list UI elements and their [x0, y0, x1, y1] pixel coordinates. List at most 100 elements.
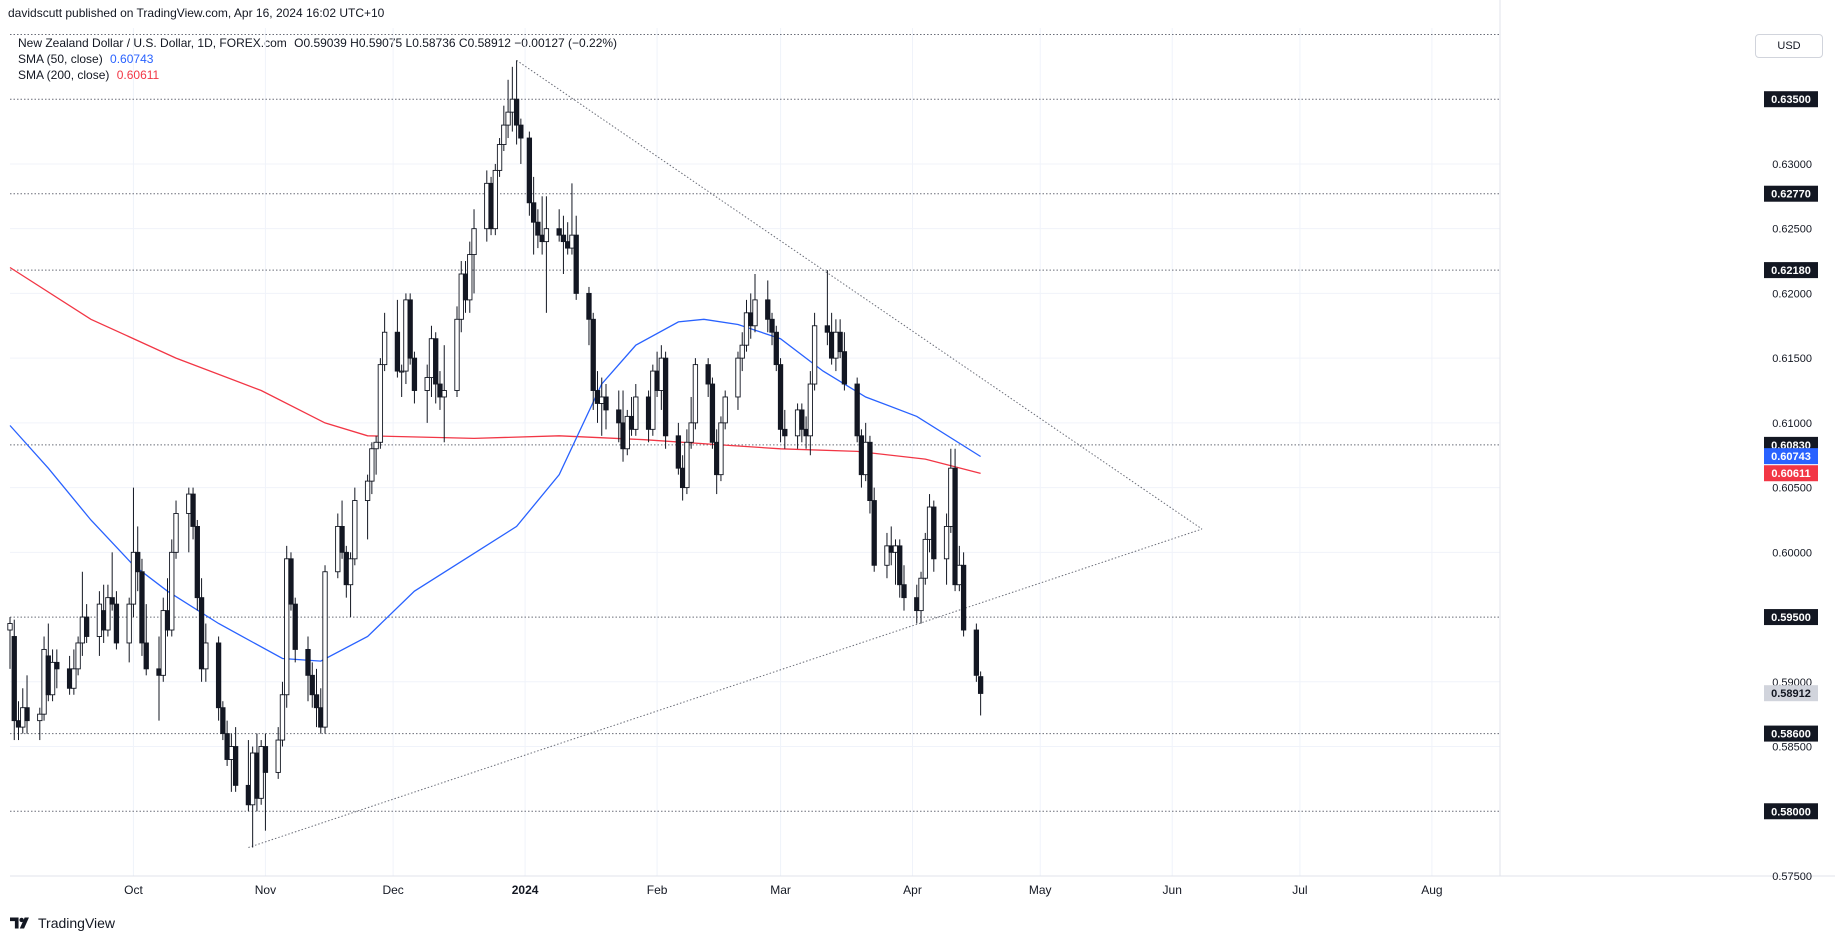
candle-body-up [884, 545, 890, 566]
candle [7, 617, 13, 669]
candle-body-up [722, 396, 728, 424]
candle [952, 448, 958, 592]
candle [662, 351, 669, 449]
candle [113, 591, 120, 650]
candle-body-down [156, 668, 162, 676]
candle-body-down [66, 668, 73, 689]
candle-body-up [807, 383, 813, 437]
candle [824, 270, 831, 346]
candle [765, 280, 771, 333]
candle-body-down [339, 525, 345, 553]
candle [54, 649, 60, 689]
candle-body-up [892, 545, 899, 553]
candle-body-down [705, 364, 711, 385]
candle [83, 604, 90, 643]
candle [160, 597, 166, 682]
candle-body-up [684, 441, 690, 489]
level-label: 0.63500 [1771, 94, 1811, 106]
moving-averages [9, 266, 981, 662]
candle [922, 532, 928, 585]
candle-body-down [54, 661, 60, 670]
candle-body-down [15, 720, 22, 728]
x-tick-label: May [1029, 883, 1052, 897]
candle-body-up [403, 299, 409, 372]
candle [437, 371, 443, 410]
currency-button[interactable]: USD [1755, 34, 1823, 58]
candle-body-up [471, 228, 477, 256]
x-tick-label: Mar [770, 883, 791, 897]
candle-body-up [377, 364, 384, 443]
candle-body-down [679, 467, 686, 489]
level-label-box [1764, 609, 1818, 626]
axes: 0.63000 0.62500 0.62000 0.61500 0.61000 0.605… [10, 0, 1835, 897]
candle-body-down [897, 545, 903, 586]
candle [143, 604, 149, 676]
y-tick-label: 0.62500 [1772, 224, 1812, 236]
x-tick-label: Jun [1163, 883, 1182, 897]
candle-body-up [335, 525, 341, 573]
sma200-value: 0.60611 [116, 68, 160, 82]
candle-body-down [254, 752, 260, 799]
candle [628, 396, 635, 436]
candle [705, 358, 711, 397]
candle [505, 79, 511, 139]
candle-body-down [215, 642, 222, 709]
candle [109, 552, 115, 611]
candle [373, 435, 379, 475]
price-label: 0.60611 [1771, 468, 1810, 480]
candle-body-up [599, 396, 605, 404]
candle-body-down [113, 603, 120, 644]
candle [126, 597, 132, 663]
candle-body-up [369, 448, 375, 482]
candle [777, 358, 784, 443]
candle-body-down [318, 707, 324, 728]
candle-body-down [309, 674, 315, 696]
candle-body-up [20, 707, 26, 728]
y-tick-label: 0.60000 [1772, 547, 1812, 559]
candle [688, 396, 694, 449]
candle [679, 455, 686, 501]
tradingview-logo[interactable]: TradingView [10, 913, 115, 933]
candle [960, 552, 967, 637]
y-tick-label: 0.61500 [1772, 353, 1812, 365]
candle [215, 636, 222, 721]
candle [245, 740, 252, 812]
candle-body-up [441, 390, 447, 398]
candle-body-down [262, 746, 269, 773]
candle [828, 312, 835, 365]
candle [841, 332, 848, 391]
candle [377, 358, 384, 449]
candle-body-up [509, 98, 515, 113]
candle-body-up [228, 746, 235, 760]
candle [164, 578, 171, 637]
candle-body-down [135, 551, 141, 573]
candle [403, 293, 409, 385]
candle-body-down [220, 707, 226, 735]
candle-body-up [275, 739, 281, 773]
candle-body-down [675, 435, 682, 469]
sma50-legend[interactable]: SMA (50, close) 0.60743 [18, 51, 617, 67]
candle [645, 390, 652, 443]
candle [399, 364, 405, 397]
candle-body-up [250, 752, 256, 806]
candle [624, 409, 630, 456]
sma200-legend[interactable]: SMA (200, close) 0.60611 [18, 67, 617, 83]
candle [807, 371, 813, 456]
candle-body-down [628, 415, 635, 430]
candle-body-down [433, 338, 439, 385]
candle-body-up [130, 551, 137, 605]
candle [471, 209, 477, 294]
candle-body-down [777, 364, 784, 430]
candle [135, 526, 141, 592]
candle [488, 176, 494, 236]
candles [7, 60, 984, 848]
candle [467, 241, 473, 313]
candle [411, 351, 418, 404]
candle [343, 545, 349, 598]
candle [530, 176, 537, 255]
candle [931, 500, 937, 572]
candle [918, 571, 924, 624]
candle [41, 636, 47, 721]
candle-body-up [743, 312, 750, 346]
